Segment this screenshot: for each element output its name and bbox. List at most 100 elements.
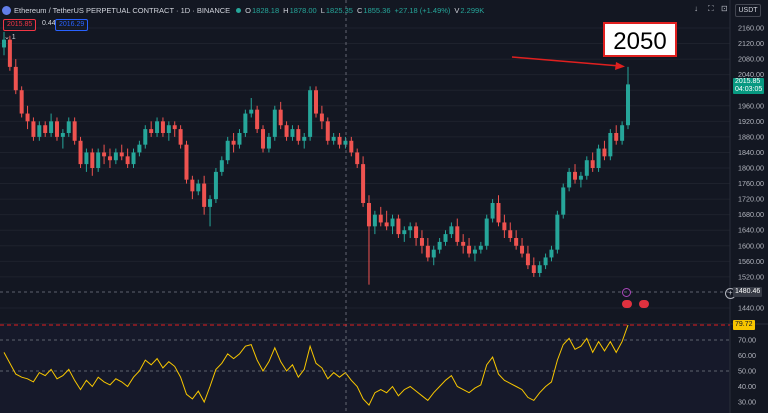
rsi-pane-background — [0, 324, 730, 413]
close-value: 1855.36 — [363, 5, 391, 15]
candle-body — [531, 265, 536, 273]
rsi-axis-tick: 50.00 — [738, 367, 756, 376]
price-axis-tick: 1440.00 — [738, 304, 764, 313]
candle-body — [78, 140, 83, 165]
candle-body — [361, 164, 366, 203]
candle-body — [166, 125, 171, 133]
candle-body — [478, 245, 483, 250]
candle-body — [608, 133, 613, 157]
annotation-arrow-head — [615, 62, 625, 70]
candle-body — [96, 152, 101, 168]
candle-body — [84, 152, 89, 165]
candle-body — [308, 90, 313, 137]
price-axis-tick: 1800.00 — [738, 164, 764, 173]
candle-body — [508, 230, 513, 238]
change-value: +27.18 (+1.49%) — [394, 5, 451, 15]
camera-icon[interactable]: ⊡ — [721, 4, 728, 13]
download-icon[interactable]: ↓ — [694, 4, 698, 13]
candle-body — [343, 140, 348, 145]
candle-body — [626, 84, 630, 126]
candle-body — [584, 160, 589, 176]
candle-body — [590, 160, 595, 168]
candle-body — [31, 121, 36, 137]
candle-body — [190, 179, 195, 192]
candle-body — [372, 214, 377, 227]
low-label: L — [320, 5, 325, 15]
candle-body — [502, 222, 507, 231]
candle-body — [461, 241, 466, 246]
candle-body — [49, 121, 54, 133]
symbol-title[interactable]: Ethereum / TetherUS PERPETUAL CONTRACT ·… — [14, 5, 231, 15]
candle-body — [243, 113, 248, 133]
price-axis-tick: 1840.00 — [738, 148, 764, 157]
market-status-icon — [236, 7, 242, 13]
low-value: 1825.35 — [325, 5, 353, 15]
candle-body — [520, 245, 525, 254]
candle-body — [208, 199, 213, 207]
rsi-axis-tick: 30.00 — [738, 398, 756, 407]
candle-body — [60, 133, 65, 137]
us-flag-event-icon[interactable] — [639, 300, 649, 308]
candle-body — [384, 222, 389, 227]
price-axis-tick: 1760.00 — [738, 179, 764, 188]
event-marker-icon[interactable] — [622, 288, 631, 297]
candle-body — [125, 156, 130, 165]
candle-body — [266, 136, 271, 149]
candle-body — [202, 183, 207, 207]
candle-body — [555, 214, 560, 250]
currency-selector[interactable]: USDT — [735, 4, 761, 17]
candle-body — [443, 234, 448, 242]
open-value: 1828.18 — [252, 5, 280, 15]
candle-body — [378, 214, 383, 223]
candle-body — [231, 140, 236, 145]
candle-body — [537, 265, 542, 273]
annotation-box[interactable]: 2050 — [603, 22, 677, 57]
ask-price-box[interactable]: 2016.29 — [55, 19, 89, 31]
spread-value: 0.44 — [42, 20, 56, 27]
indicators-toggle[interactable]: ⌄ 1 — [4, 34, 16, 41]
candle-body — [113, 152, 118, 161]
last-price-value: 2015.85 — [735, 78, 761, 85]
rsi-value-label: 79.72 — [733, 320, 755, 330]
open-label: O — [245, 5, 252, 15]
candle-body — [261, 129, 266, 149]
candle-body — [2, 39, 6, 48]
candle-body — [425, 245, 430, 258]
candle-body — [196, 183, 201, 192]
chart-legend: Ethereum / TetherUS PERPETUAL CONTRACT ·… — [2, 3, 488, 17]
candle-body — [549, 249, 554, 258]
candle-body — [19, 90, 24, 114]
candle-body — [408, 226, 413, 231]
candle-body — [143, 129, 148, 145]
candle-body — [255, 109, 260, 130]
candle-body — [296, 129, 301, 141]
price-axis-tick: 2080.00 — [738, 55, 764, 64]
volume-value: 2.299K — [460, 5, 485, 15]
candle-body — [396, 218, 401, 235]
candle-body — [402, 230, 407, 235]
us-flag-event-icon[interactable] — [622, 300, 632, 308]
candle-body — [578, 175, 583, 180]
candle-body — [614, 133, 619, 141]
candle-body — [596, 148, 601, 168]
high-value: 1878.00 — [289, 5, 317, 15]
candle-body — [431, 249, 436, 258]
candle-body — [213, 171, 218, 200]
candle-body — [349, 140, 354, 153]
candle-body — [13, 66, 18, 91]
candle-body — [467, 245, 472, 254]
price-axis-tick: 1640.00 — [738, 226, 764, 235]
bid-price-box[interactable]: 2015.85 — [3, 19, 37, 31]
candle-body — [178, 129, 183, 145]
candle-body — [414, 226, 419, 238]
candle-body — [119, 152, 124, 157]
candle-body — [514, 238, 519, 246]
candle-body — [66, 121, 71, 133]
price-axis-tick: 2120.00 — [738, 39, 764, 48]
candle-body — [567, 171, 572, 188]
fullscreen-icon[interactable]: ⛶ — [708, 4, 714, 13]
price-axis-tick: 1520.00 — [738, 272, 764, 281]
price-axis-tick: 1680.00 — [738, 210, 764, 219]
